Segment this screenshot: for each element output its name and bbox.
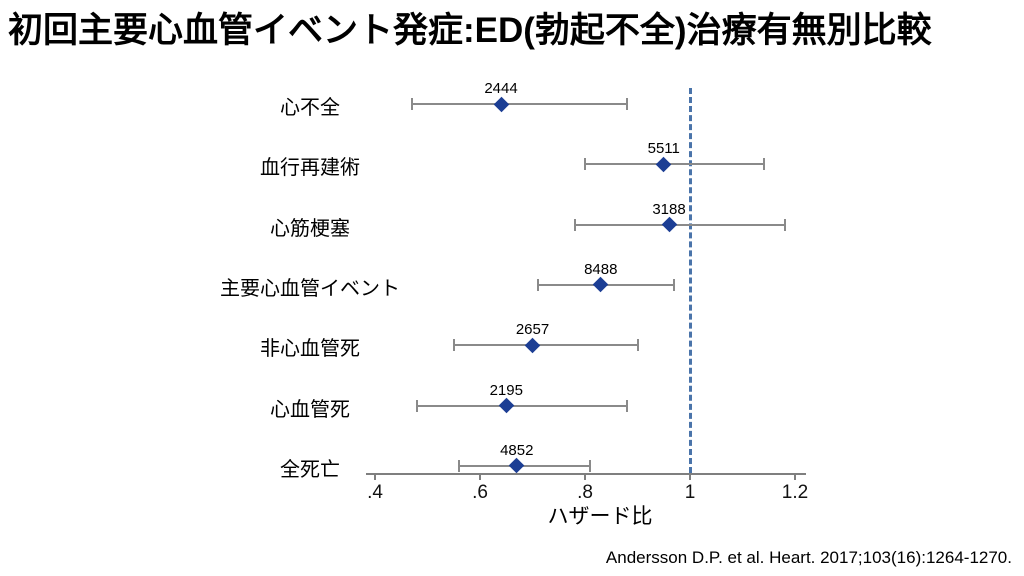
x-axis-tick (584, 473, 586, 480)
ci-cap-low (410, 98, 413, 110)
citation: Andersson D.P. et al. Heart. 2017;103(16… (605, 548, 1012, 567)
event-count: 4852 (500, 441, 534, 459)
ci-cap-low (536, 278, 539, 291)
ci-cap-low (452, 339, 455, 352)
slide-title: 初回主要心血管イベント発症:ED(勃起不全)治療有無別比較 (8, 11, 932, 50)
row-label: 心血管死 (270, 398, 350, 421)
row-label: 全死亡 (280, 458, 340, 481)
row-label: 非心血管死 (260, 338, 360, 361)
ci-cap-high (589, 459, 592, 472)
ci-line (411, 103, 627, 105)
point-estimate-marker (493, 96, 509, 112)
x-axis-line (366, 473, 806, 475)
ci-line (453, 344, 638, 347)
x-axis-tick-label: .6 (472, 482, 488, 503)
x-axis-tick (374, 473, 376, 480)
event-count: 2195 (489, 381, 523, 399)
point-estimate-marker (498, 397, 515, 414)
x-axis-tick-label: 1 (684, 482, 696, 503)
ci-cap-high (783, 218, 786, 231)
ci-cap-high (762, 158, 765, 171)
event-count: 2657 (515, 321, 550, 339)
ci-line (459, 464, 591, 467)
x-axis-tick (689, 473, 691, 480)
row-label: 主要心血管イベント (220, 277, 400, 300)
ci-cap-low (416, 399, 418, 412)
ci-cap-high (626, 399, 628, 412)
row-label: 心不全 (280, 97, 340, 119)
point-estimate-marker (592, 277, 609, 293)
ci-cap-high (626, 98, 628, 110)
ci-cap-low (584, 158, 586, 171)
point-estimate-marker (508, 458, 525, 474)
x-axis-title: ハザード比 (547, 505, 653, 528)
x-axis-tick (794, 473, 796, 480)
x-axis-tick-label: 1.2 (781, 482, 809, 503)
ci-line (417, 404, 627, 407)
event-count: 3188 (652, 200, 686, 218)
point-estimate-marker (661, 216, 677, 233)
x-axis-tick (479, 473, 481, 480)
ci-cap-high (673, 278, 676, 291)
event-count: 2444 (484, 80, 518, 97)
point-estimate-marker (655, 156, 672, 173)
event-count: 8488 (584, 260, 618, 278)
reference-line-hr1 (688, 88, 692, 473)
ci-cap-low (573, 218, 576, 231)
point-estimate-marker (524, 337, 541, 354)
ci-cap-high (636, 339, 639, 352)
ci-line (574, 223, 785, 226)
x-axis-tick-label: .8 (577, 482, 593, 503)
row-label: 心筋梗塞 (270, 217, 350, 240)
x-axis-tick-label: .4 (367, 482, 383, 503)
row-label: 血行再建術 (260, 157, 360, 180)
ci-line (585, 163, 764, 166)
event-count: 5511 (647, 140, 680, 158)
ci-cap-low (458, 459, 460, 472)
